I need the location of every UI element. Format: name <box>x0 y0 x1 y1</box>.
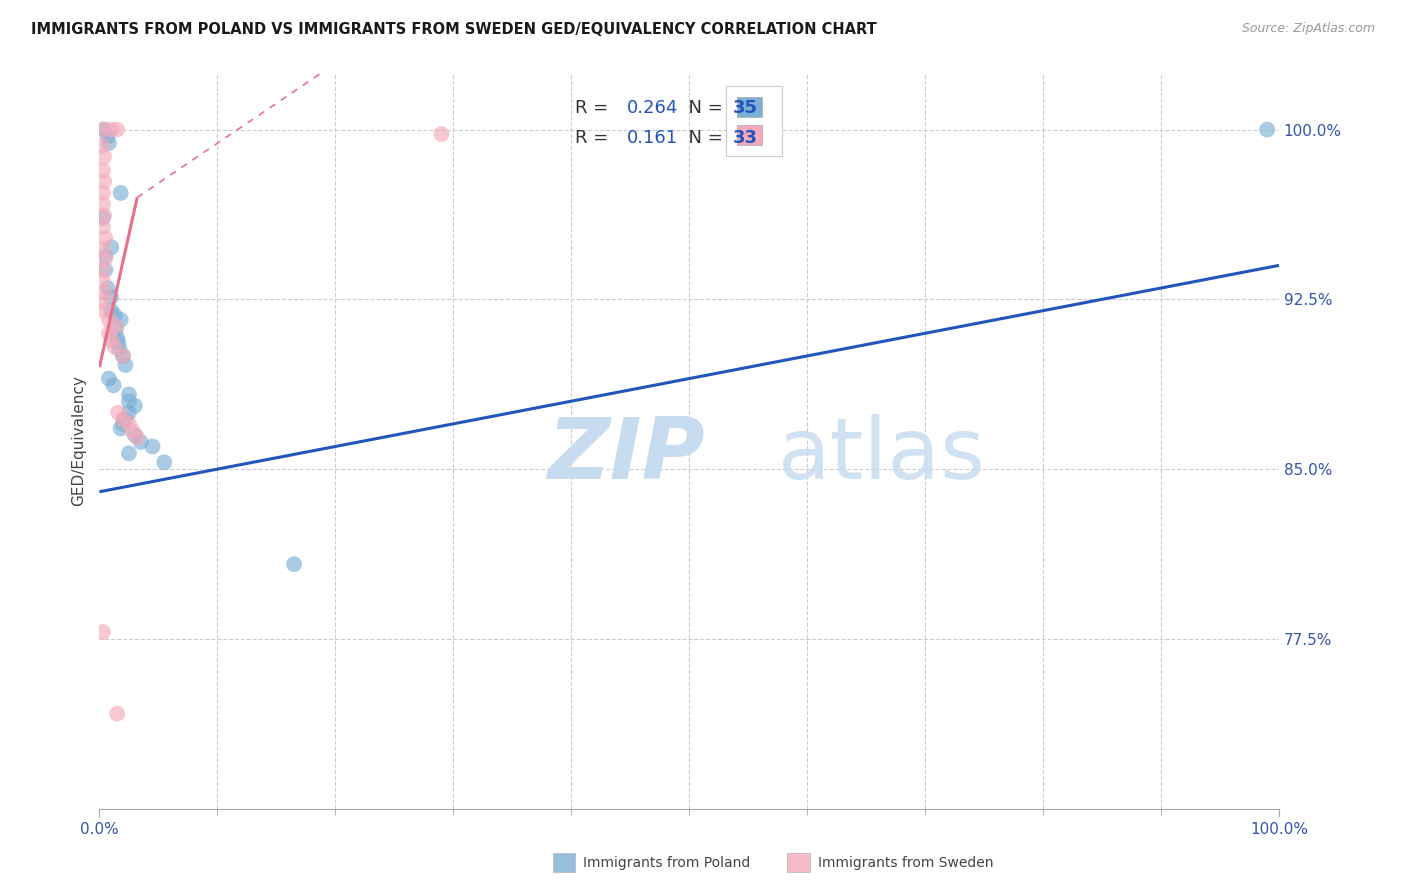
Point <box>114 358 136 372</box>
Text: 0.161: 0.161 <box>627 128 678 146</box>
Text: 0.264: 0.264 <box>627 99 678 117</box>
Point <box>111 412 134 426</box>
Point <box>97 281 120 295</box>
Point <box>103 378 125 392</box>
Point <box>141 440 163 454</box>
Point <box>118 405 141 419</box>
Point <box>97 129 120 144</box>
Point <box>91 625 114 640</box>
Point <box>94 249 117 263</box>
Point <box>124 428 146 442</box>
Point <box>100 240 122 254</box>
Point <box>91 211 114 225</box>
Point <box>94 252 117 266</box>
Text: atlas: atlas <box>778 414 986 497</box>
Point <box>104 322 127 336</box>
Point <box>93 303 115 318</box>
Point <box>107 335 129 350</box>
Point <box>94 231 117 245</box>
Point <box>91 219 114 234</box>
Point <box>430 127 453 141</box>
Point <box>100 290 122 304</box>
Point <box>111 349 134 363</box>
Point <box>97 312 120 326</box>
Point <box>110 312 132 326</box>
Point <box>118 394 141 409</box>
Point <box>110 421 132 435</box>
Point <box>111 349 134 363</box>
Point <box>283 558 305 572</box>
Text: R =: R = <box>575 128 620 146</box>
Text: N =: N = <box>678 128 728 146</box>
Point <box>124 399 146 413</box>
Point <box>97 371 120 385</box>
Point <box>94 263 117 277</box>
Y-axis label: GED/Equivalency: GED/Equivalency <box>72 376 86 507</box>
Point <box>110 186 132 200</box>
Point <box>91 243 114 257</box>
Point <box>105 706 128 721</box>
Point <box>111 417 134 431</box>
Point <box>91 163 114 178</box>
Text: Immigrants from Sweden: Immigrants from Sweden <box>818 855 994 870</box>
Point <box>129 434 152 449</box>
Text: N =: N = <box>678 99 728 117</box>
Text: 33: 33 <box>733 128 758 146</box>
Point <box>91 294 114 309</box>
Point <box>93 150 115 164</box>
Point <box>114 412 136 426</box>
Point <box>91 122 114 136</box>
Point <box>121 424 143 438</box>
Text: Source: ZipAtlas.com: Source: ZipAtlas.com <box>1241 22 1375 36</box>
Point <box>93 122 115 136</box>
Point <box>100 122 122 136</box>
Point <box>93 285 115 300</box>
Point <box>93 209 115 223</box>
Point <box>118 446 141 460</box>
Point <box>97 136 120 150</box>
Point <box>118 387 141 401</box>
Point <box>91 263 114 277</box>
Legend: , : , <box>725 86 782 156</box>
Point <box>127 430 149 444</box>
Point <box>105 122 128 136</box>
Point <box>100 333 122 347</box>
Point <box>104 340 127 354</box>
Point <box>104 319 127 334</box>
Point <box>91 138 114 153</box>
Text: Immigrants from Poland: Immigrants from Poland <box>583 855 751 870</box>
Point <box>97 326 120 341</box>
Point <box>118 417 141 431</box>
Point <box>91 197 114 211</box>
Point <box>100 303 122 318</box>
Point <box>91 186 114 200</box>
Point <box>107 405 129 419</box>
Text: R =: R = <box>575 99 614 117</box>
Text: ZIP: ZIP <box>548 414 706 497</box>
Text: IMMIGRANTS FROM POLAND VS IMMIGRANTS FROM SWEDEN GED/EQUIVALENCY CORRELATION CHA: IMMIGRANTS FROM POLAND VS IMMIGRANTS FRO… <box>31 22 877 37</box>
Point <box>1256 122 1278 136</box>
Point <box>104 308 127 322</box>
Point <box>93 175 115 189</box>
Point <box>105 331 128 345</box>
Point <box>153 455 176 469</box>
Point <box>108 342 131 356</box>
Point <box>91 274 114 288</box>
Text: 35: 35 <box>733 99 758 117</box>
